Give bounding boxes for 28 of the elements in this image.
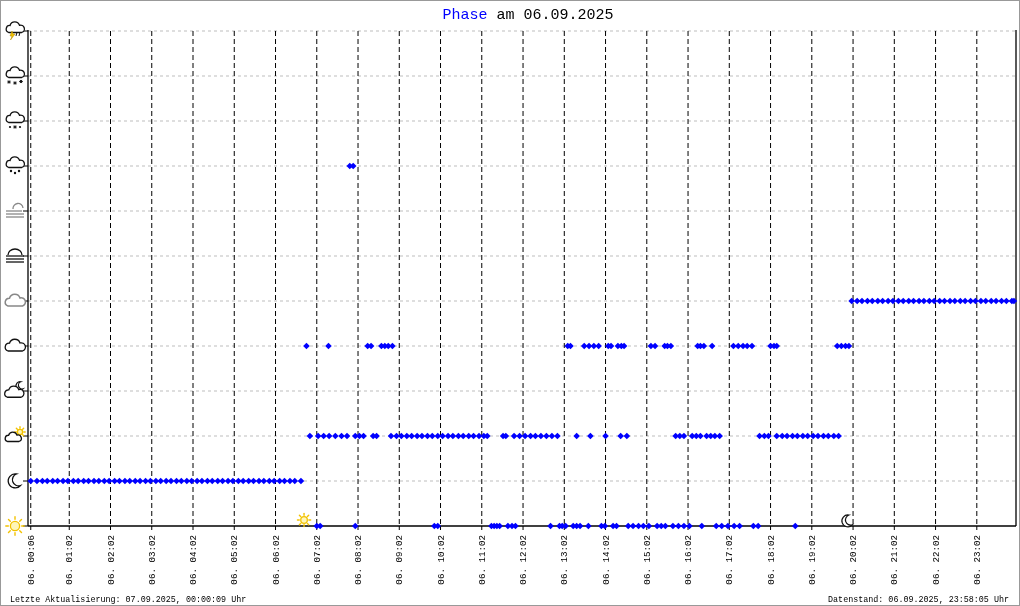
x-tick-label: 06. 07:02	[311, 535, 323, 585]
x-tick-label: 06. 01:02	[63, 535, 75, 585]
x-tick-label: 06. 15:02	[641, 535, 653, 585]
text: Phase	[442, 7, 488, 24]
x-tick-label: 06. 04:02	[187, 535, 199, 585]
x-tick-label: 06. 11:02	[476, 535, 488, 585]
x-tick-label: 06. 02:02	[105, 535, 117, 585]
x-tick-label: 06. 21:02	[888, 535, 900, 585]
x-tick-label: 06. 16:02	[682, 535, 694, 585]
x-tick-label: 06. 20:02	[847, 535, 859, 585]
x-tick-label: 06. 12:02	[517, 535, 529, 585]
x-tick-label: 06. 00:06	[25, 535, 37, 585]
x-tick-label: 06. 18:02	[765, 535, 777, 585]
x-tick-label: 06. 13:02	[558, 535, 570, 585]
text: Datenstand: 06.09.2025, 23:58:05 Uhr	[828, 595, 1009, 605]
x-tick-label: 06. 17:02	[723, 535, 735, 585]
x-tick-label: 06. 19:02	[806, 535, 818, 585]
x-tick-label: 06. 23:02	[971, 535, 983, 585]
x-tick-label: 06. 14:02	[600, 535, 612, 585]
x-tick-label: 06. 06:02	[270, 535, 282, 585]
chart-title: am 06.09.2025	[496, 7, 614, 24]
x-tick-label: 06. 09:02	[393, 535, 405, 585]
x-tick-label: 06. 05:02	[228, 535, 240, 585]
x-tick-label: 06. 10:02	[435, 535, 447, 585]
x-tick-label: 06. 22:02	[930, 535, 942, 585]
text: Letzte Aktualisierung: 07.09.2025, 00:00:09 Uhr	[10, 595, 247, 605]
x-tick-label: 06. 08:02	[352, 535, 364, 585]
x-tick-label: 06. 03:02	[146, 535, 158, 585]
